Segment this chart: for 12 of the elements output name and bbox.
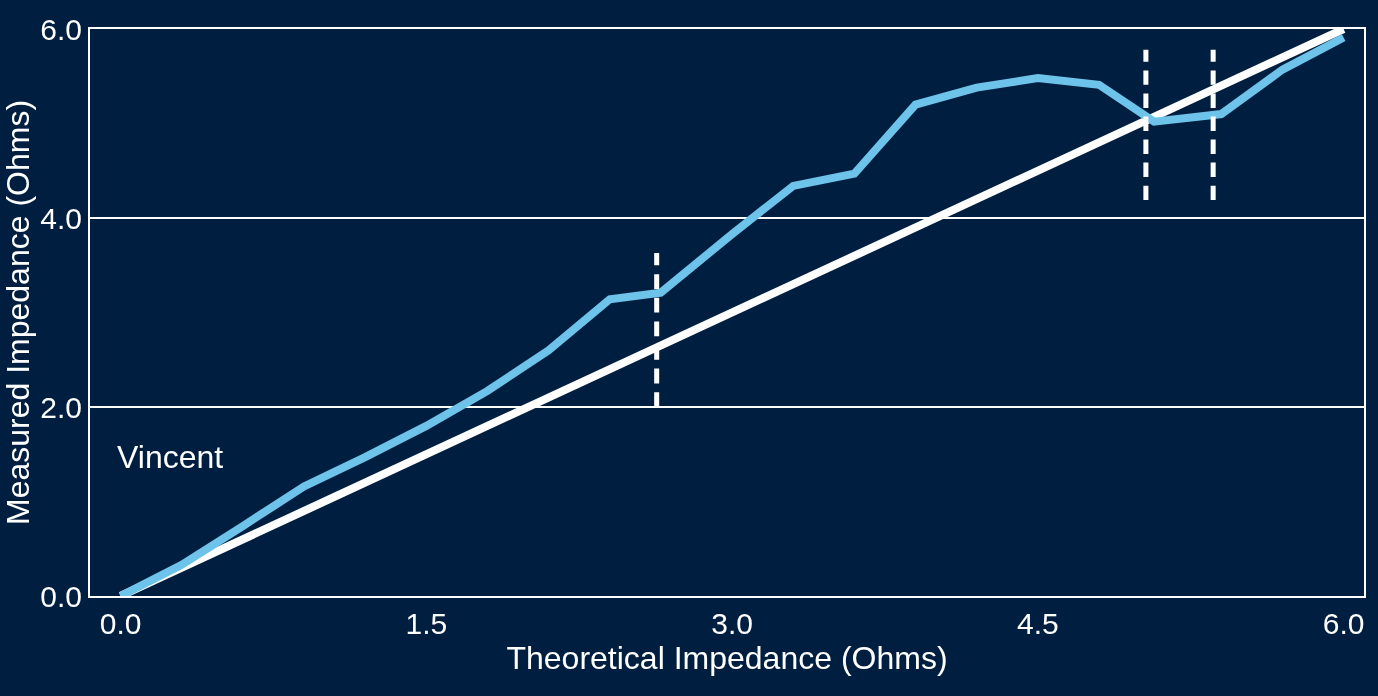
- x-tick-label: 1.5: [405, 607, 448, 640]
- y-tick-label: 2.0: [40, 390, 82, 424]
- x-tick-label: 3.0: [711, 607, 753, 640]
- annotation: Vincent: [117, 439, 224, 475]
- y-tick-label: 6.0: [40, 12, 82, 46]
- y-tick-label: 0.0: [40, 579, 82, 613]
- y-axis-title: Measured Impedance (Ohms): [0, 99, 36, 526]
- x-axis-title: Theoretical Impedance (Ohms): [506, 640, 948, 676]
- x-tick-label: 0.0: [99, 607, 142, 640]
- x-tick-label: 4.5: [1017, 607, 1059, 640]
- y-tick-label: 4.0: [40, 201, 82, 235]
- x-tick-label: 6.0: [1322, 607, 1365, 640]
